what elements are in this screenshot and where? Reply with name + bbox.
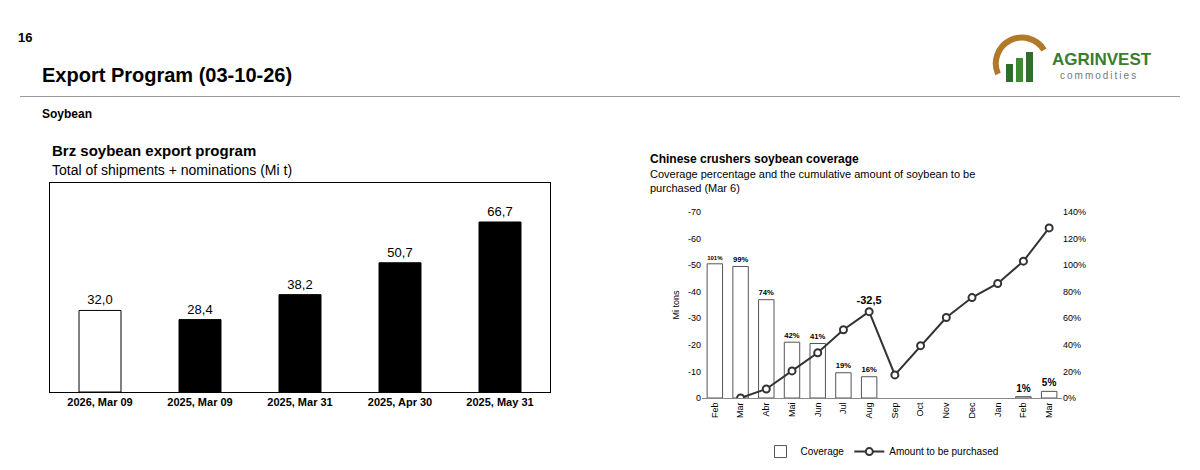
svg-text:74%: 74%	[759, 288, 775, 297]
svg-text:-20: -20	[688, 340, 701, 350]
svg-text:20%: 20%	[1063, 367, 1081, 377]
html-text:Coverage percentage and the cu: Coverage percentage and the cumulative a…	[650, 168, 976, 194]
svg-text:Mi tons: Mi tons	[671, 290, 681, 320]
svg-text:19%: 19%	[836, 361, 852, 370]
svg-text:Jun: Jun	[813, 403, 823, 418]
svg-text:Jan: Jan	[993, 403, 1003, 418]
svg-text:120%: 120%	[1063, 234, 1086, 244]
svg-text:2025, May 31: 2025, May 31	[466, 396, 533, 408]
html-text:Total of shipments + nominatio: Total of shipments + nominations (Mi t)	[52, 162, 292, 178]
svg-text:Oct: Oct	[915, 402, 925, 417]
svg-text:0%: 0%	[1063, 393, 1076, 403]
svg-text:-30: -30	[688, 313, 701, 323]
html-text:commodities: commodities	[1060, 70, 1139, 81]
svg-text:101%: 101%	[707, 255, 723, 261]
svg-text:Aug: Aug	[864, 403, 874, 419]
svg-text:Sep: Sep	[890, 403, 900, 419]
svg-text:Mai: Mai	[787, 403, 797, 418]
html-text:Brz soybean export program: Brz soybean export program	[52, 142, 257, 159]
svg-text:32,0: 32,0	[87, 292, 112, 307]
svg-text:2025, Apr 30: 2025, Apr 30	[368, 396, 432, 408]
svg-text:2026, Mar 09: 2026, Mar 09	[67, 396, 132, 408]
svg-text:1%: 1%	[1016, 383, 1031, 394]
svg-text:-10: -10	[688, 367, 701, 377]
svg-text:-70: -70	[688, 207, 701, 217]
svg-text:38,2: 38,2	[287, 277, 312, 292]
svg-text:Jul: Jul	[838, 403, 848, 415]
svg-text:-60: -60	[688, 234, 701, 244]
svg-text:60%: 60%	[1063, 313, 1081, 323]
html-text:Chinese crushers soybean cover: Chinese crushers soybean coverage	[650, 152, 859, 166]
svg-text:Abr: Abr	[761, 403, 771, 417]
html-text:Export Program (03-10-26): Export Program (03-10-26)	[42, 64, 293, 86]
svg-text:Feb: Feb	[710, 403, 720, 419]
svg-text:Coverage: Coverage	[801, 446, 845, 457]
svg-text:42%: 42%	[784, 331, 800, 340]
svg-text:-50: -50	[688, 260, 701, 270]
svg-text:28,4: 28,4	[187, 302, 212, 317]
html-text:AGRINVEST: AGRINVEST	[1052, 50, 1152, 69]
svg-text:41%: 41%	[810, 332, 826, 341]
svg-text:99%: 99%	[733, 255, 749, 264]
svg-text:-40: -40	[688, 287, 701, 297]
svg-text:50,7: 50,7	[387, 245, 412, 260]
html-text:Soybean: Soybean	[42, 107, 92, 121]
html-text:16: 16	[18, 30, 33, 45]
svg-text:2025, Mar 09: 2025, Mar 09	[167, 396, 232, 408]
svg-text:66,7: 66,7	[487, 204, 512, 219]
svg-text:Feb: Feb	[1018, 403, 1028, 419]
svg-text:40%: 40%	[1063, 340, 1081, 350]
svg-text:Amount to be purchased: Amount to be purchased	[889, 446, 998, 457]
svg-text:Dec: Dec	[967, 402, 977, 419]
svg-text:16%: 16%	[861, 365, 877, 374]
svg-text:-32,5: -32,5	[857, 294, 882, 306]
svg-text:Mar: Mar	[1044, 403, 1054, 419]
svg-text:Nov: Nov	[941, 402, 951, 419]
svg-text:0: 0	[696, 393, 701, 403]
svg-text:140%: 140%	[1063, 207, 1086, 217]
svg-text:100%: 100%	[1063, 260, 1086, 270]
svg-text:80%: 80%	[1063, 287, 1081, 297]
svg-text:2025, Mar 31: 2025, Mar 31	[267, 396, 332, 408]
svg-text:Mar: Mar	[735, 403, 745, 419]
svg-text:5%: 5%	[1042, 377, 1057, 388]
